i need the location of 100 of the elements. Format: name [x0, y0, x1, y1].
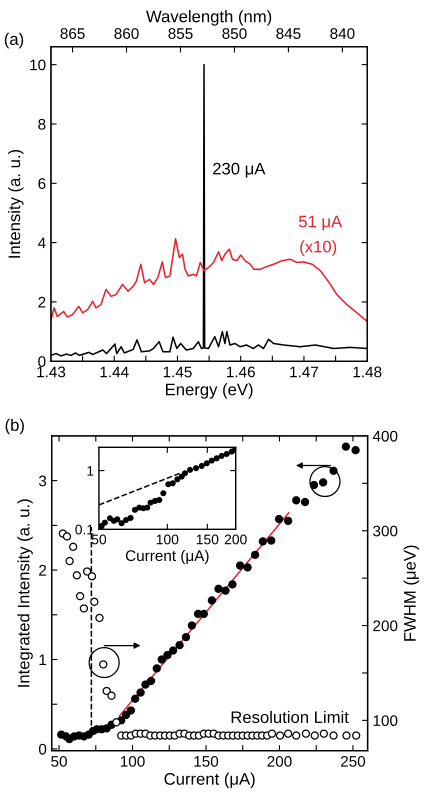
point	[80, 604, 88, 613]
point	[90, 598, 98, 606]
x-tick-label: 150	[194, 756, 218, 767]
x-tick-label: 50	[92, 534, 106, 544]
point	[112, 718, 121, 726]
point	[136, 688, 145, 697]
x-tick-label: 1.43	[37, 366, 66, 378]
y2-tick-label: 300	[373, 526, 398, 536]
point	[72, 571, 82, 580]
chart-title: (a)	[4, 32, 24, 48]
y-tick-label: 6	[38, 178, 46, 189]
y-tick-label: 0	[38, 744, 46, 755]
point	[342, 731, 351, 740]
annotation: Resolution Limit	[232, 710, 349, 724]
point	[302, 729, 310, 738]
x2-tick-label: 850	[222, 28, 247, 39]
x2-tick-label: 845	[276, 28, 301, 39]
point	[102, 686, 111, 696]
y2-tick-label: 400	[372, 430, 398, 442]
point	[141, 680, 150, 689]
point	[82, 567, 92, 576]
point	[329, 731, 338, 740]
line-series	[50, 238, 368, 322]
point	[188, 621, 196, 630]
x-tick-label: 200	[267, 756, 292, 767]
y-axis-title: Integrated Intensity (a. u.)	[17, 499, 33, 687]
point	[250, 550, 260, 560]
y-tick-label: 3	[38, 475, 46, 486]
x-tick-label: 150	[196, 534, 218, 544]
x2-tick-label: 855	[168, 28, 193, 39]
point	[258, 537, 268, 546]
x-tick-label: 100	[156, 534, 178, 544]
point	[163, 650, 172, 660]
point	[146, 676, 156, 686]
point	[69, 542, 78, 552]
point	[320, 729, 328, 738]
point	[342, 442, 350, 451]
x-tick-label: 1.46	[227, 366, 255, 378]
x-axis-title: Current (μA)	[126, 550, 209, 564]
x-tick-label: 1.47	[290, 366, 318, 378]
x-axis-title: Current (μA)	[164, 772, 255, 788]
point	[268, 729, 276, 738]
point	[152, 664, 161, 673]
y-axis-title: Intensity (a. u.)	[8, 150, 24, 258]
point	[310, 731, 319, 740]
y2-tick-label: 100	[374, 715, 398, 726]
x-tick-label: 200	[224, 534, 247, 544]
point	[221, 586, 230, 595]
point	[300, 498, 310, 506]
point	[131, 694, 140, 704]
point	[292, 496, 300, 504]
y-tick-label: 0	[38, 356, 46, 367]
point	[107, 692, 116, 700]
x-tick-label: 1.45	[164, 366, 192, 378]
x-tick-label: 1.48	[354, 366, 382, 378]
point	[243, 563, 252, 572]
y-tick-label: 10	[30, 60, 46, 70]
point	[292, 731, 300, 740]
y-tick-label: 1	[87, 466, 94, 476]
chart-title: (b)	[6, 418, 24, 434]
x2-axis-title: Wavelength (nm)	[146, 10, 272, 26]
point	[352, 731, 360, 740]
point	[168, 646, 178, 655]
y-tick-label: 0.1	[75, 524, 94, 534]
point	[228, 580, 237, 589]
y-tick-label: 1	[40, 654, 46, 666]
y2-axis-title: FWHM (μeV)	[404, 546, 420, 641]
point	[95, 614, 104, 622]
y-tick-label: 8	[38, 118, 46, 130]
x-tick-label: 1.44	[100, 366, 129, 378]
point	[208, 596, 216, 605]
point	[274, 514, 284, 524]
y-tick-label: 4	[38, 238, 46, 248]
x-axis-title: Energy (eV)	[166, 383, 253, 399]
annotation: (x10)	[300, 240, 336, 256]
point	[158, 655, 166, 664]
x-tick-label: 250	[340, 756, 366, 767]
point	[351, 446, 360, 454]
point	[182, 632, 190, 642]
x-tick-label: 50	[51, 756, 67, 767]
y2-tick-label: 200	[373, 620, 398, 632]
series-label: 230 μA	[213, 162, 266, 178]
point	[88, 572, 96, 580]
point	[236, 561, 244, 570]
y-tick-label: 2	[38, 296, 46, 308]
point	[214, 584, 223, 594]
point	[62, 532, 72, 541]
point	[284, 729, 292, 738]
series-label: 51 μA	[298, 216, 342, 230]
x2-tick-label: 865	[60, 28, 85, 39]
x2-tick-label: 840	[330, 28, 355, 39]
point	[175, 641, 184, 650]
point	[276, 731, 284, 740]
point	[284, 516, 292, 526]
point	[65, 556, 74, 566]
point	[126, 706, 136, 715]
point	[76, 592, 84, 600]
x2-tick-label: 860	[114, 28, 139, 39]
y-tick-label: 2	[39, 564, 46, 576]
x-tick-label: 100	[120, 756, 145, 767]
